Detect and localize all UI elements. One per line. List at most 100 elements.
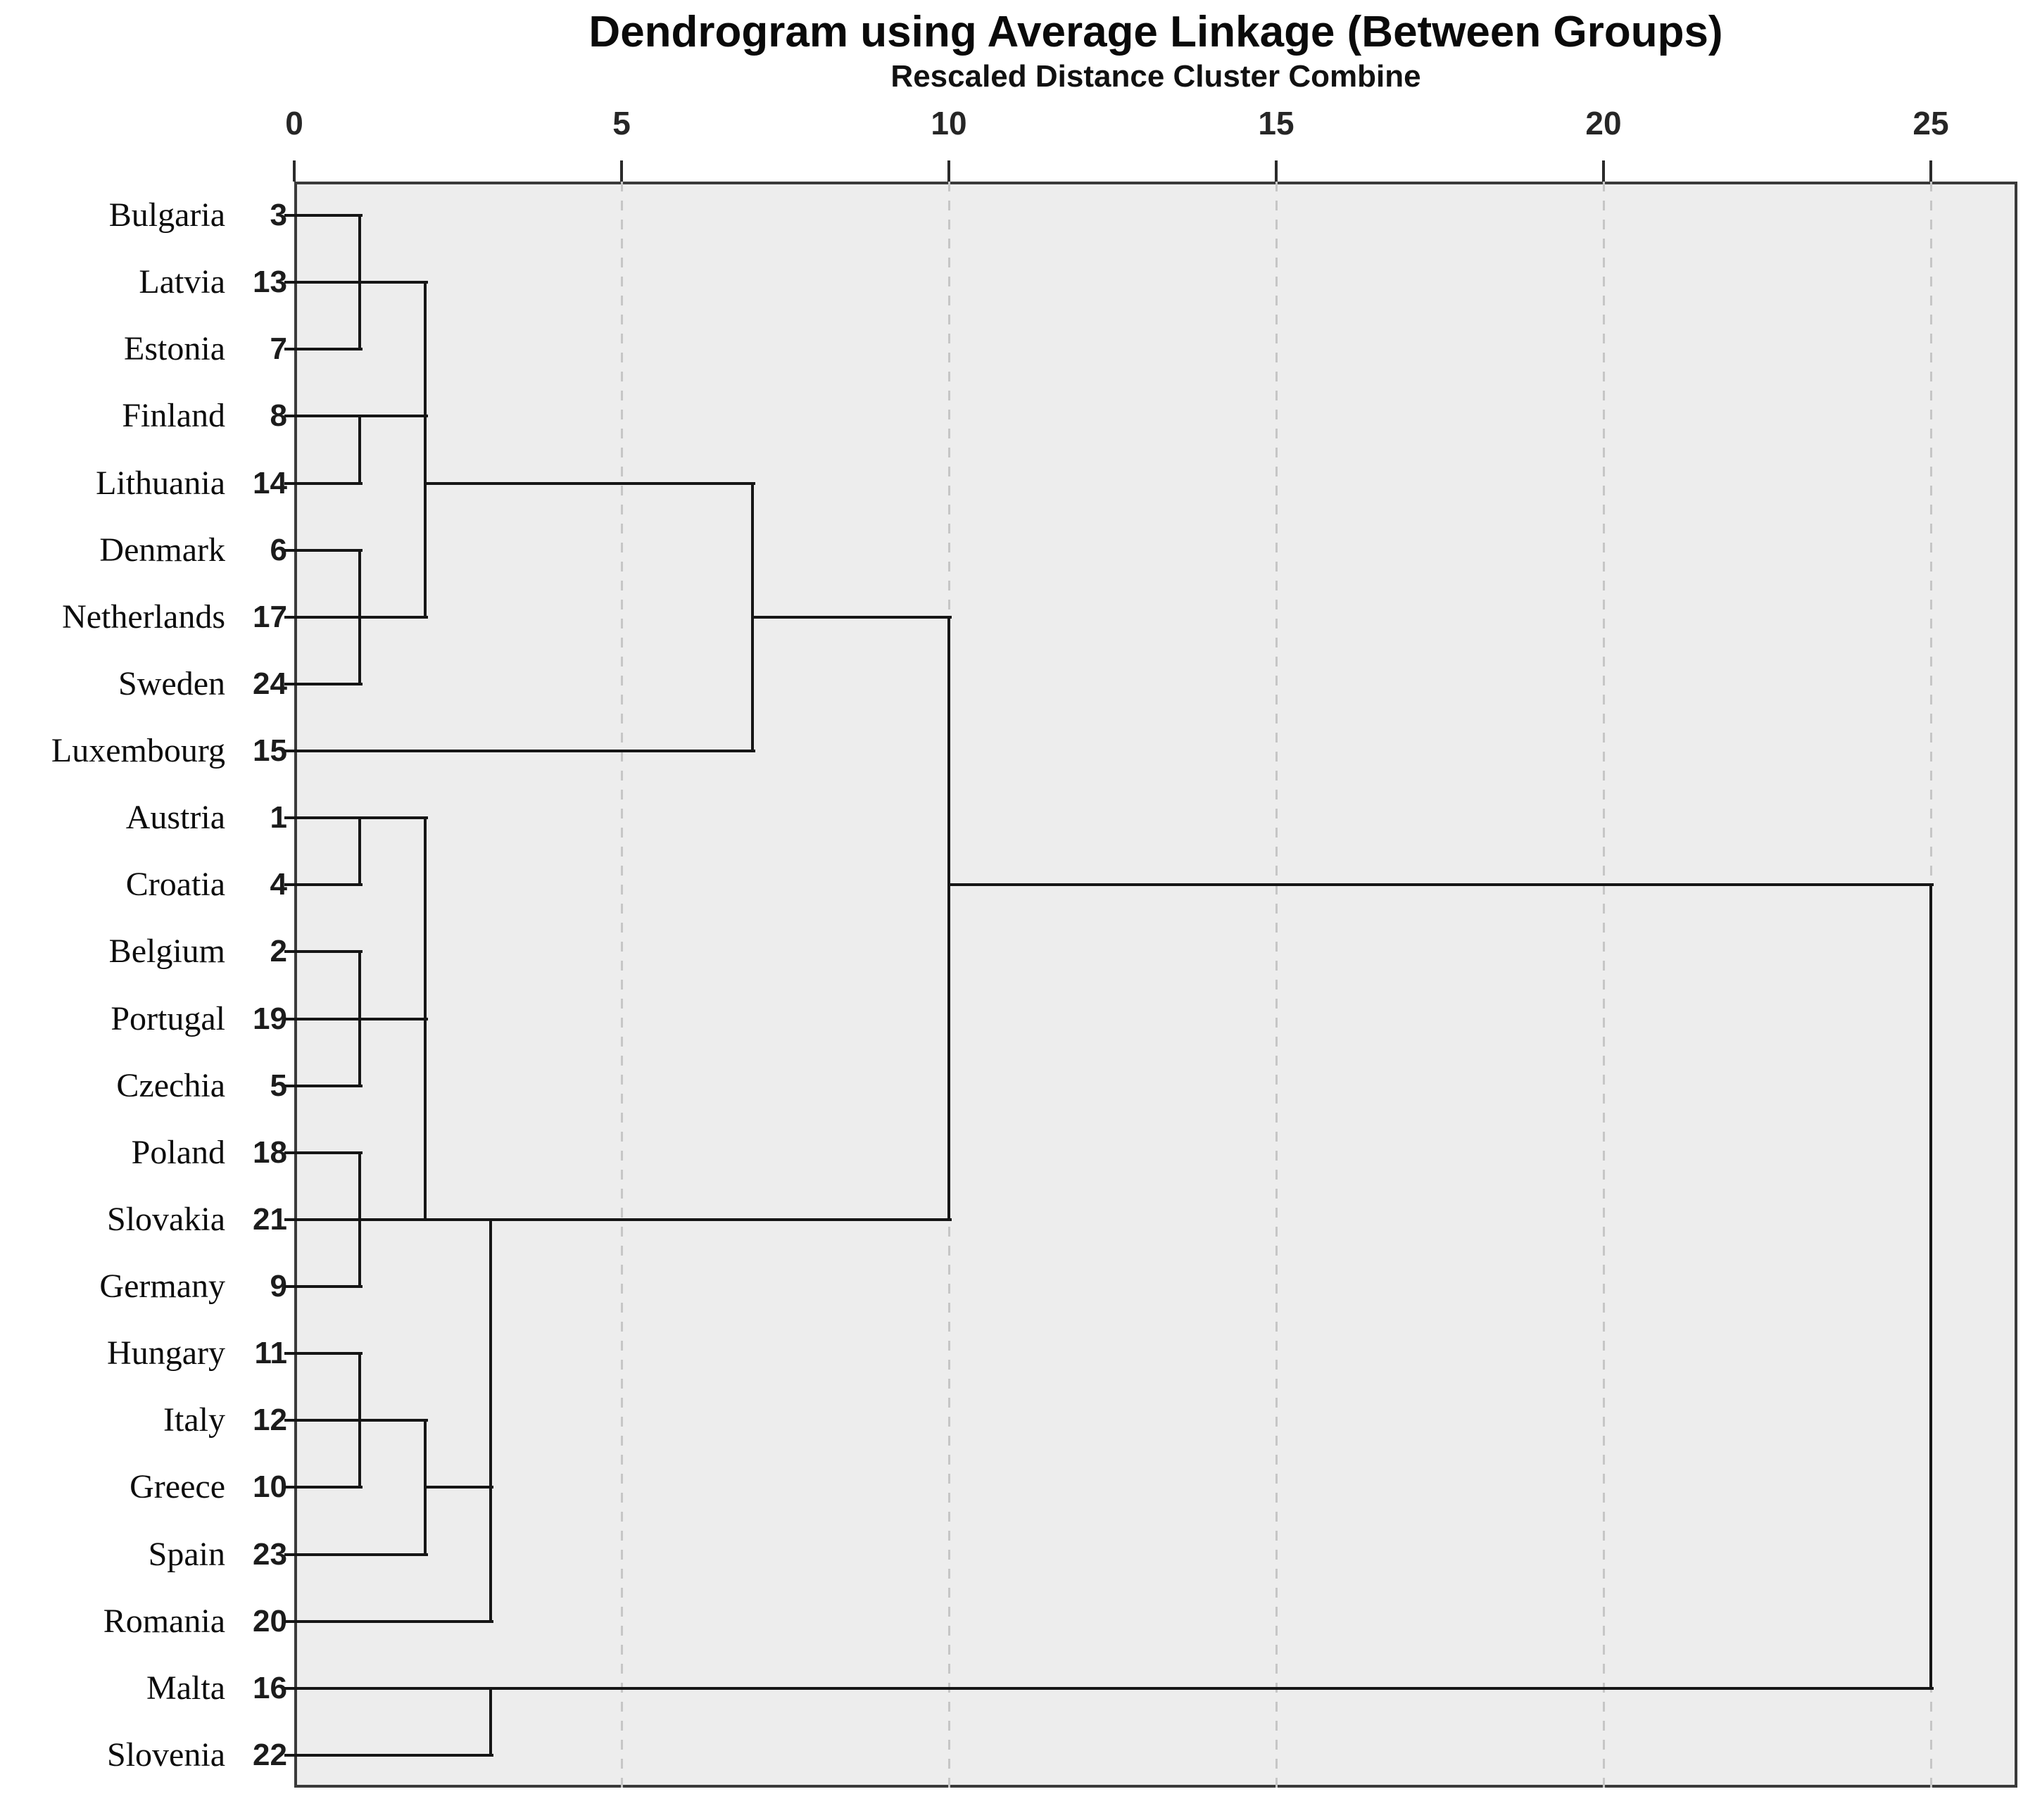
axis-title: Rescaled Distance Cluster Combine xyxy=(890,59,1421,94)
dendro-h-row13 xyxy=(294,1017,428,1020)
leaf-tick-bulgaria xyxy=(284,214,294,217)
leaf-row-germany: Germany 9 xyxy=(0,1262,296,1311)
leaf-case-number-hungary: 11 xyxy=(254,1336,287,1371)
dendro-h-row20 xyxy=(294,1486,363,1489)
leaf-label-latvia: Latvia xyxy=(139,263,225,301)
leaf-label-netherlands: Netherlands xyxy=(62,598,225,636)
x-tick-label-5: 5 xyxy=(612,105,631,141)
leaf-label-malta: Malta xyxy=(146,1669,225,1707)
leaf-label-denmark: Denmark xyxy=(99,531,225,569)
leaf-label-romania: Romania xyxy=(103,1602,225,1640)
leaf-row-estonia: Estonia 7 xyxy=(0,324,296,374)
leaf-label-slovenia: Slovenia xyxy=(107,1736,225,1774)
leaf-label-germany: Germany xyxy=(99,1268,225,1306)
leaf-row-greece: Greece 10 xyxy=(0,1462,296,1512)
leaf-case-number-poland: 18 xyxy=(253,1135,287,1170)
dendro-h-row9 xyxy=(294,750,755,753)
leaf-tick-hungary xyxy=(284,1352,294,1355)
leaf-case-number-netherlands: 17 xyxy=(253,599,287,634)
leaf-case-number-romania: 20 xyxy=(253,1603,287,1638)
leaf-tick-sweden xyxy=(284,682,294,685)
dendro-h-row5 xyxy=(294,481,363,485)
leaf-row-sweden: Sweden 24 xyxy=(0,659,296,709)
gridline-15 xyxy=(1275,182,1278,1788)
leaf-row-croatia: Croatia 4 xyxy=(0,860,296,909)
leaf-label-italy: Italy xyxy=(163,1401,225,1439)
leaf-row-malta: Malta 16 xyxy=(0,1664,296,1713)
dendro-h-row20 xyxy=(425,1486,493,1489)
leaf-case-number-greece: 10 xyxy=(253,1470,287,1505)
leaf-tick-slovakia xyxy=(284,1218,294,1221)
leaf-row-spain: Spain 23 xyxy=(0,1530,296,1579)
leaf-label-greece: Greece xyxy=(130,1468,225,1506)
leaf-tick-romania xyxy=(284,1619,294,1623)
plot-border-top xyxy=(294,182,2017,184)
chart-title: Dendrogram using Average Linkage (Betwee… xyxy=(588,8,1723,56)
leaf-row-luxembourg: Luxembourg 15 xyxy=(0,726,296,776)
leaf-row-bulgaria: Bulgaria 3 xyxy=(0,191,296,240)
dendro-h-row23 xyxy=(294,1686,1934,1690)
dendro-h-row15 xyxy=(294,1151,363,1154)
leaf-row-portugal: Portugal 19 xyxy=(0,994,296,1044)
dendro-h-row6 xyxy=(294,548,363,552)
dendro-h-row24 xyxy=(294,1753,493,1757)
dendro-h-row5 xyxy=(425,481,755,485)
leaf-tick-estonia xyxy=(284,348,294,351)
x-tick-mark-15 xyxy=(1275,160,1278,182)
leaf-tick-croatia xyxy=(284,883,294,887)
dendro-v-d10 xyxy=(947,615,950,1221)
leaf-label-lithuania: Lithuania xyxy=(96,464,225,502)
leaf-tick-germany xyxy=(284,1285,294,1289)
dendro-v-d1 xyxy=(358,1352,361,1489)
x-tick-label-15: 15 xyxy=(1258,105,1294,141)
leaf-label-portugal: Portugal xyxy=(111,999,225,1037)
dendro-h-row18 xyxy=(294,1352,363,1355)
gridline-5 xyxy=(621,182,623,1788)
x-tick-label-10: 10 xyxy=(931,105,967,141)
leaf-label-estonia: Estonia xyxy=(124,330,225,368)
dendro-h-row22 xyxy=(294,1619,493,1623)
dendro-v-d3 xyxy=(489,1686,492,1757)
leaf-tick-poland xyxy=(284,1151,294,1154)
leaf-label-croatia: Croatia xyxy=(125,866,225,904)
leaf-row-slovakia: Slovakia 21 xyxy=(0,1195,296,1244)
x-tick-label-20: 20 xyxy=(1585,105,1622,141)
leaf-tick-portugal xyxy=(284,1017,294,1020)
leaf-case-number-croatia: 4 xyxy=(270,867,287,902)
leaf-case-number-czechia: 5 xyxy=(270,1068,287,1103)
leaf-row-hungary: Hungary 11 xyxy=(0,1329,296,1378)
leaf-row-romania: Romania 20 xyxy=(0,1597,296,1646)
x-tick-label-25: 25 xyxy=(1913,105,1949,141)
dendro-h-row7 xyxy=(752,615,952,619)
x-tick-mark-20 xyxy=(1602,160,1605,182)
leaf-case-number-spain: 23 xyxy=(253,1536,287,1572)
dendro-h-row21 xyxy=(294,1553,428,1556)
leaf-case-number-sweden: 24 xyxy=(253,666,287,701)
leaf-label-belgium: Belgium xyxy=(108,933,225,971)
leaf-tick-slovenia xyxy=(284,1753,294,1757)
dendro-h-row3 xyxy=(294,348,363,351)
dendro-h-row7 xyxy=(294,615,428,619)
leaf-case-number-latvia: 13 xyxy=(253,265,287,300)
leaf-row-finland: Finland 8 xyxy=(0,391,296,441)
leaf-case-number-austria: 1 xyxy=(270,800,287,835)
leaf-label-hungary: Hungary xyxy=(107,1334,225,1372)
leaf-row-poland: Poland 18 xyxy=(0,1128,296,1177)
dendro-v-d1 xyxy=(358,548,361,685)
leaf-label-poland: Poland xyxy=(131,1133,225,1171)
leaf-label-austria: Austria xyxy=(125,799,225,837)
leaf-tick-luxembourg xyxy=(284,750,294,753)
dendro-v-d2 xyxy=(424,1419,427,1556)
leaf-case-number-belgium: 2 xyxy=(270,934,287,969)
x-tick-mark-25 xyxy=(1929,160,1932,182)
leaf-row-belgium: Belgium 2 xyxy=(0,927,296,976)
dendro-v-d1 xyxy=(358,950,361,1087)
leaf-case-number-bulgaria: 3 xyxy=(270,198,287,232)
x-tick-mark-10 xyxy=(947,160,950,182)
leaf-tick-austria xyxy=(284,816,294,820)
leaf-label-sweden: Sweden xyxy=(118,664,225,702)
leaf-case-number-slovenia: 22 xyxy=(253,1737,287,1772)
leaf-label-spain: Spain xyxy=(148,1535,225,1573)
leaf-case-number-portugal: 19 xyxy=(253,1001,287,1036)
